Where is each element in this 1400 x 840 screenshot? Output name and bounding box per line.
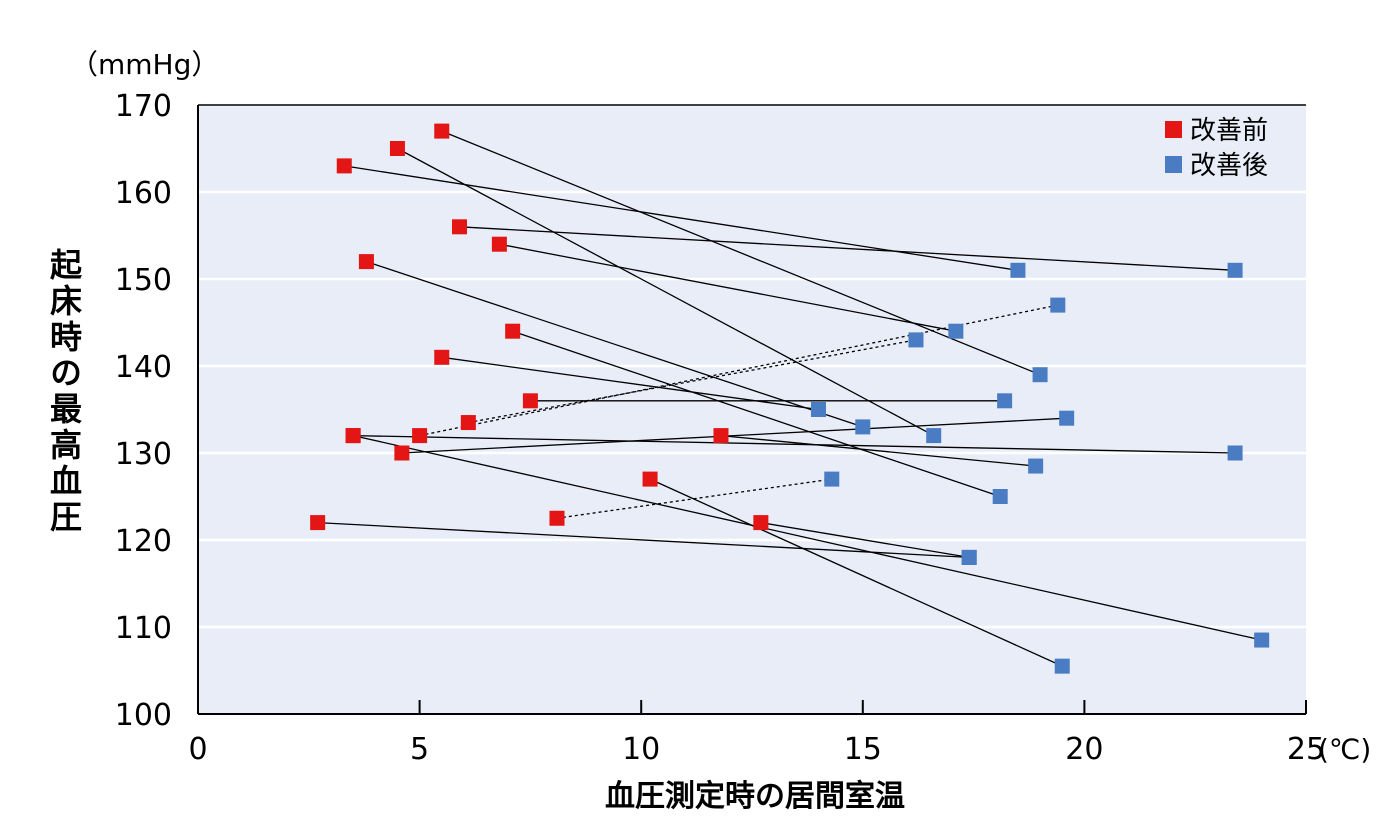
y-tick-label-3: 130	[115, 437, 172, 472]
after-marker-4	[948, 323, 964, 339]
after-marker-14	[1254, 632, 1270, 648]
pair-line-1	[397, 147, 935, 437]
after-marker-1	[926, 428, 942, 444]
x-tick-label-5: 25	[1287, 732, 1325, 767]
before-marker-9	[412, 428, 428, 444]
after-marker-3	[1227, 262, 1243, 278]
legend-label-before: 改善前	[1190, 116, 1268, 146]
after-marker-2	[1010, 262, 1026, 278]
x-axis-title: 血圧測定時の居間室温	[605, 779, 905, 814]
data-markers	[310, 123, 1270, 674]
legend-marker-before	[1165, 121, 1182, 138]
before-marker-3	[451, 219, 467, 235]
pair-line-10	[468, 339, 917, 424]
plot-area	[198, 105, 1306, 714]
axes	[197, 104, 1307, 715]
x-unit-label: (℃)	[1318, 733, 1371, 766]
pair-line-16	[556, 478, 832, 519]
pair-line-11	[353, 434, 1236, 454]
after-marker-5	[855, 419, 871, 435]
before-marker-1	[389, 141, 405, 156]
after-marker-7	[810, 402, 826, 417]
pair-line-0	[441, 130, 1041, 376]
pair-line-17	[760, 521, 970, 559]
after-marker-13	[1028, 458, 1044, 474]
pair-line-14	[352, 434, 1262, 641]
pair-line-12	[401, 417, 1067, 454]
legend: 改善前 改善後	[1165, 116, 1268, 181]
y-unit-label: （mmHg）	[70, 48, 219, 81]
before-marker-4	[491, 236, 507, 252]
before-marker-10	[460, 415, 476, 431]
after-marker-6	[992, 489, 1008, 504]
before-marker-2	[336, 158, 352, 174]
before-marker-5	[358, 254, 374, 270]
before-marker-16	[549, 510, 565, 526]
x-tick-label-4: 20	[1065, 732, 1103, 767]
x-tick-label-3: 15	[844, 732, 882, 767]
after-marker-15	[1054, 658, 1070, 674]
before-marker-7	[434, 349, 450, 365]
before-marker-13	[713, 428, 729, 444]
before-marker-12	[394, 445, 410, 461]
after-marker-12	[1059, 410, 1075, 426]
before-marker-14	[345, 428, 361, 444]
after-marker-11	[1227, 445, 1243, 461]
before-marker-18	[310, 515, 326, 531]
pair-line-18	[317, 521, 970, 559]
y-tick-label-1: 110	[115, 611, 172, 646]
pair-line-15	[649, 478, 1063, 667]
legend-label-after: 改善後	[1190, 151, 1268, 181]
after-marker-0	[1032, 367, 1048, 383]
tick-labels: 100 110 120 130 140 150 160 170 0 5 10 15 20 25	[115, 89, 1325, 767]
before-marker-0	[434, 123, 450, 139]
connector-lines	[317, 130, 1262, 667]
pair-line-13	[720, 434, 1036, 467]
y-tick-label-7: 170	[115, 89, 172, 124]
legend-marker-after	[1165, 156, 1182, 173]
pair-line-5	[366, 260, 864, 428]
after-marker-8	[997, 393, 1013, 409]
pair-line-6	[512, 330, 1001, 498]
pair-line-4	[499, 243, 956, 332]
pair-line-2	[344, 165, 1019, 271]
y-tick-label-5: 150	[115, 263, 172, 298]
x-tick-label-1: 5	[410, 732, 429, 767]
after-marker-10	[908, 332, 924, 348]
after-marker-9	[1050, 297, 1066, 313]
after-marker-16	[824, 471, 840, 487]
before-marker-17	[753, 515, 769, 531]
after-marker-18	[961, 549, 977, 565]
y-tick-label-4: 140	[115, 350, 172, 385]
pair-line-3	[459, 226, 1236, 271]
y-tick-label-0: 100	[115, 698, 172, 733]
before-marker-6	[505, 323, 521, 339]
x-tick-label-2: 10	[622, 732, 660, 767]
x-tick-label-0: 0	[188, 732, 207, 767]
y-tick-label-6: 160	[115, 176, 172, 211]
y-tick-label-2: 120	[115, 524, 172, 559]
y-axis-title: 起床時の最高血圧	[45, 248, 83, 536]
before-marker-8	[522, 393, 538, 409]
before-marker-15	[642, 471, 658, 487]
